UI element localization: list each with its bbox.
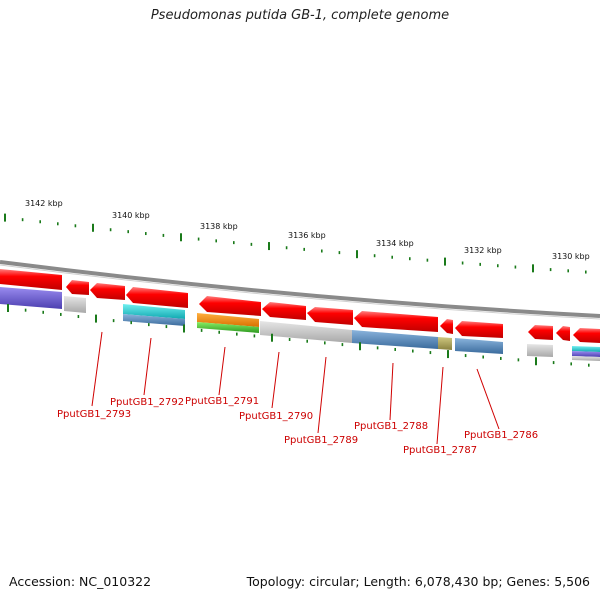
leader-line <box>143 337 152 396</box>
gene-arrow[interactable] <box>440 319 453 334</box>
gene-arrow[interactable] <box>307 307 353 325</box>
gene-label[interactable]: PputGB1_2790 <box>239 411 313 422</box>
gene-arrows <box>0 269 600 343</box>
leader-line <box>476 368 500 430</box>
gene-label[interactable]: PputGB1_2787 <box>403 445 477 456</box>
leader-line <box>389 362 394 421</box>
gene-arrow[interactable] <box>66 280 89 295</box>
ruler-label: 3142 kbp <box>25 199 63 208</box>
cog-bar[interactable] <box>352 330 438 349</box>
cog-bar[interactable] <box>64 296 86 313</box>
cog-bar[interactable] <box>438 337 452 350</box>
cog-bars <box>0 287 600 361</box>
label-leaders <box>91 331 500 445</box>
cog-bar[interactable] <box>260 321 352 343</box>
gene-label[interactable]: PputGB1_2786 <box>464 430 538 441</box>
outer-tick-ring <box>4 213 587 274</box>
inner-tick-ring <box>7 303 590 367</box>
leader-line <box>218 346 226 396</box>
gene-label[interactable]: PputGB1_2792 <box>110 397 184 408</box>
ruler-label: 3134 kbp <box>376 239 414 248</box>
ruler-label: 3138 kbp <box>200 222 238 231</box>
ruler-label: 3132 kbp <box>464 246 502 255</box>
gene-label[interactable]: PputGB1_2791 <box>185 396 259 407</box>
gene-arrow[interactable] <box>354 311 438 332</box>
cog-bar[interactable] <box>123 314 185 326</box>
gene-label[interactable]: PputGB1_2789 <box>284 435 358 446</box>
gene-arrow[interactable] <box>556 326 570 341</box>
ruler-label: 3136 kbp <box>288 231 326 240</box>
accession-text: Accession: NC_010322 <box>9 574 152 589</box>
gene-arrow[interactable] <box>199 296 261 316</box>
gene-label[interactable]: PputGB1_2788 <box>354 421 428 432</box>
ruler-label: 3130 kbp <box>552 252 590 261</box>
gene-arrow[interactable] <box>90 283 125 300</box>
genome-title: Pseudomonas putida GB-1, complete genome <box>150 8 450 23</box>
ruler-labels: 3142 kbp 3140 kbp 3138 kbp 3136 kbp 3134… <box>25 199 590 261</box>
cog-bar[interactable] <box>527 344 553 357</box>
gene-label[interactable]: PputGB1_2793 <box>57 409 131 420</box>
cog-bar[interactable] <box>0 287 62 309</box>
leader-line <box>271 351 280 409</box>
cog-bar[interactable] <box>572 351 600 357</box>
gene-arrow[interactable] <box>455 321 503 338</box>
cog-bar[interactable] <box>197 313 259 327</box>
leader-line <box>91 331 103 407</box>
leader-line <box>436 366 444 445</box>
gene-arrow[interactable] <box>126 287 188 308</box>
cog-bar[interactable] <box>572 356 600 361</box>
gene-arrow[interactable] <box>573 328 600 343</box>
gene-arrow[interactable] <box>528 325 553 340</box>
cog-bar[interactable] <box>572 346 600 352</box>
gene-arrow[interactable] <box>0 269 62 290</box>
backbone-ring-shadow <box>0 264 600 320</box>
backbone-ring <box>0 260 600 318</box>
gene-labels: PputGB1_2793 PputGB1_2792 PputGB1_2791 P… <box>57 396 538 456</box>
gene-arrow[interactable] <box>262 302 306 320</box>
ruler-label: 3140 kbp <box>112 211 150 220</box>
leader-line <box>317 356 327 434</box>
genome-summary: Topology: circular; Length: 6,078,430 bp… <box>246 574 590 589</box>
cog-bar[interactable] <box>455 338 503 354</box>
cog-bar[interactable] <box>197 322 259 333</box>
